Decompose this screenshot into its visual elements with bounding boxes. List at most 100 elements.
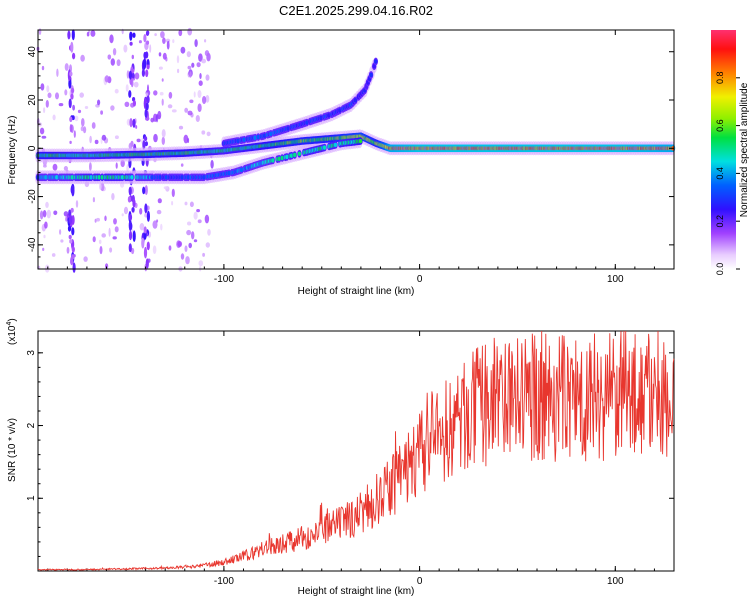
noise-blob [43,234,46,239]
noise-blob [202,252,206,257]
noise-blob [157,110,162,120]
noise-blob [64,89,68,96]
noise-blob [199,73,202,79]
noise-streak [146,210,150,222]
noise-blob [83,126,87,134]
noise-blob [116,59,121,67]
noise-blob [189,99,194,104]
noise-blob [38,28,42,35]
track-core [55,175,59,180]
noise-blob [115,162,118,169]
noise-streak [142,58,147,70]
noise-blob [99,246,103,255]
noise-streak [72,52,76,60]
noise-streak [143,226,147,234]
noise-blob [123,44,128,53]
noise-streak [129,41,133,46]
noise-streak [131,72,135,79]
noise-blob [195,115,200,122]
noise-streak [143,246,148,259]
noise-blob [166,40,170,50]
noise-streak [131,207,135,213]
noise-blob [73,130,76,138]
x-tick-label: -100 [214,576,234,587]
colorbar-tick-label: 0.0 [715,263,725,276]
y-tick-label: 40 [27,46,38,58]
noise-blob [189,201,194,208]
noise-blob [161,136,165,145]
noise-streak [71,87,75,94]
noise-streak [145,31,150,36]
noise-blob [152,245,157,254]
noise-blob [201,58,207,64]
noise-blob [101,233,106,238]
noise-blob [177,68,180,74]
noise-streak [69,239,73,244]
noise-streak [130,140,134,147]
noise-blob [198,80,203,86]
colorbar: 0.0 0.2 0.4 0.6 0.8 Normalized spectral ampl… [711,30,750,275]
track-core [333,142,338,148]
noise-blob [171,188,175,198]
noise-streak [70,256,74,266]
noise-blob [42,210,47,218]
noise-blob [124,101,130,108]
noise-blob [197,90,202,98]
noise-blob [120,159,125,168]
track-core [256,134,260,140]
noise-blob [108,227,111,237]
noise-streak [68,78,72,89]
noise-blob [65,216,68,222]
noise-blob [136,138,141,143]
noise-blob [161,78,164,82]
noise-blob [155,113,159,123]
track-core [369,72,373,78]
noise-blob [43,107,46,114]
noise-blob [162,52,167,60]
noise-blob [63,166,68,171]
snr-frame [37,330,675,572]
noise-blob [159,91,164,96]
noise-streak [144,185,148,196]
noise-streak [132,32,136,38]
noise-blob [184,245,188,252]
noise-blob [202,96,207,104]
noise-blob [205,74,210,81]
noise-blob [177,241,183,247]
noise-blob [113,218,117,225]
noise-streak [144,108,148,118]
noise-blob [198,53,203,62]
spectrogram-heatmap [35,27,676,273]
track-core [186,175,190,180]
noise-streak [145,69,149,78]
noise-blob [109,34,114,44]
noise-blob [139,208,143,215]
snr-axes: -100 0 100 1 2 3 [26,331,675,587]
noise-blob [198,260,204,267]
noise-blob [205,242,210,248]
x-tick-label: 100 [607,274,624,285]
track-core [97,175,101,180]
noise-streak [129,118,133,128]
noise-streak [72,262,76,273]
noise-streak [67,225,72,232]
noise-blob [186,229,192,236]
y-tick-label: -40 [27,237,38,252]
x-tick-label: 0 [417,274,423,285]
noise-blob [84,106,89,109]
noise-blob [204,39,207,43]
noise-streak [132,118,136,128]
track-core [293,152,297,158]
noise-blob [168,91,173,99]
noise-blob [161,129,166,138]
noise-blob [92,197,95,203]
noise-blob [178,29,183,37]
chart-title: C2E1.2025.299.04.16.R02 [279,3,433,18]
noise-blob [94,139,99,145]
noise-streak [143,51,147,59]
x-tick-label: -100 [214,274,234,285]
noise-streak [69,214,73,225]
noise-blob [51,253,56,257]
noise-blob [196,62,201,68]
noise-blob [189,71,192,78]
